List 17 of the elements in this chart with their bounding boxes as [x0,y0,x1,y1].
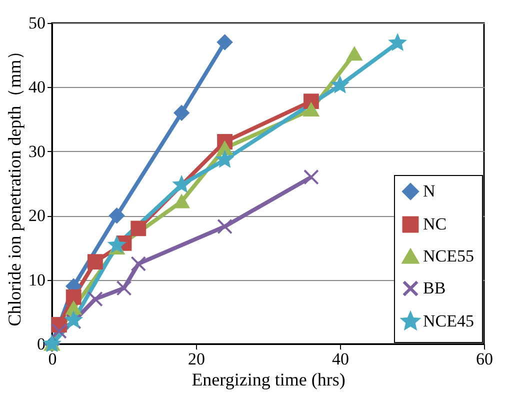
legend-label: NCE45 [423,312,474,330]
y-axis-title: Chloride ion penetration depth（mm） [4,42,24,326]
legend-label: N [423,182,436,200]
legend-label: NC [423,214,447,234]
y-tick-label: 30 [28,142,46,161]
y-tick-label: 10 [28,270,46,290]
y-tick-label: 40 [28,78,46,97]
x-axis-title: Energizing time (hrs) [192,370,346,390]
y-tick-label: 50 [28,14,46,32]
y-tick-label: 20 [28,206,46,226]
x-tick-label: 60 [476,350,493,368]
x-tick-label: 20 [188,350,205,368]
x-tick-label: 0 [48,350,57,368]
legend-label: NCE55 [423,246,474,266]
x-tick-label: 40 [332,350,349,368]
y-tick-label: 0 [37,334,46,354]
legend-label: BB [423,278,446,298]
